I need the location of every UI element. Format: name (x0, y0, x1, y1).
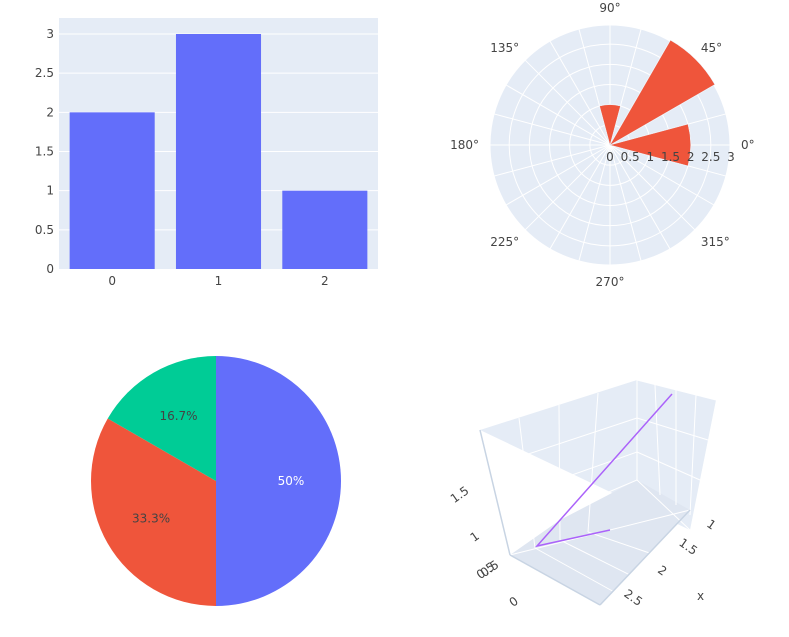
z-tick-label: 1.5 (448, 484, 472, 506)
scatter3d-line (534, 393, 673, 548)
bar-y-tick-labels: 0 0.5 1 1.5 2 2.5 3 (35, 27, 54, 276)
polar-angular-tick-label: 180° (450, 138, 479, 152)
bar-y-tick-label: 1.5 (35, 145, 54, 159)
polar-angular-gridline (609, 144, 696, 231)
polar-radial-tick-label: 2 (687, 150, 695, 164)
x-tick-label: 1 (704, 517, 718, 533)
polar-radial-tick-label: 2.5 (701, 150, 720, 164)
bar-x-tick-label: 0 (108, 274, 116, 288)
polar-angular-tick-label: 45° (701, 41, 722, 55)
bar-mark (175, 34, 262, 269)
pie-percent-labels: 50% 33.3% 16.7% (132, 409, 304, 525)
scatter3d-chart: 1.5 1 0.5 0.5 0 1 1.5 2 2.5 x (448, 379, 718, 610)
polar-angular-tick-labels: 0° 45° 90° 135° 180° 225° 270° 315° (450, 1, 755, 289)
polar-bar-chart: 0 0.5 1 1.5 2 2.5 3 0° 45° 90° 135° 180° 225° 270° 31… (450, 1, 755, 289)
polar-bar-marks (599, 39, 716, 167)
bar-y-tick-label: 2 (46, 105, 54, 119)
bar-mark (282, 190, 368, 269)
polar-angular-gridline (492, 113, 611, 146)
bar-y-tick-label: 2.5 (35, 66, 54, 80)
polar-outer-ring (487, 22, 733, 268)
bar-x-tick-label: 1 (215, 274, 223, 288)
polar-radial-tick-label: 3 (727, 150, 735, 164)
scene-y-tick-labels: 0.5 0 (478, 558, 521, 610)
y-tick-label: 0 (507, 594, 521, 610)
polar-bar-mark (599, 104, 621, 146)
bar-chart: 0 0.5 1 1.5 2 2.5 3 0 1 2 (35, 18, 378, 288)
pie-slice (216, 356, 341, 606)
polar-radial-tick-label: 1.5 (661, 150, 680, 164)
polar-angular-tick-label: 135° (490, 41, 519, 55)
polar-angular-tick-label: 315° (701, 235, 730, 249)
z-tick-label: 1 (468, 529, 482, 545)
bar-y-tick-label: 0.5 (35, 223, 54, 237)
bar-y-tick-label: 1 (46, 184, 54, 198)
polar-angular-gridline (549, 144, 611, 251)
polar-angular-gridline (578, 144, 611, 263)
pie-slices (91, 356, 341, 606)
polar-angular-gridline (609, 144, 716, 206)
x-axis-title: x (697, 589, 704, 603)
polar-angular-tick-label: 0° (741, 138, 755, 152)
bar-marks (69, 34, 368, 269)
bar-x-tick-labels: 0 1 2 (108, 274, 328, 288)
bar-x-tick-label: 2 (321, 274, 329, 288)
polar-radial-tick-label: 0.5 (621, 150, 640, 164)
polar-angular-gridline (492, 144, 611, 177)
polar-radial-tick-label: 0 (606, 150, 614, 164)
pie-slice (107, 356, 216, 481)
x-tick-label: 2.5 (621, 587, 645, 609)
scene-floor (510, 480, 690, 605)
polar-angular-gridline (504, 84, 611, 146)
polar-angular-gridline (524, 144, 611, 231)
scene-trace-line (534, 393, 673, 548)
polar-angular-tick-label: 225° (490, 235, 519, 249)
polar-angular-tick-label: 270° (596, 275, 625, 289)
pie-slice (91, 418, 216, 606)
scene-axis-lines (479, 429, 691, 606)
polar-radial-tick-label: 1 (647, 150, 655, 164)
x-tick-label: 2 (655, 563, 669, 579)
polar-bar-mark (609, 39, 716, 146)
pie-percent-label: 33.3% (132, 512, 170, 526)
polar-bar-mark (609, 123, 691, 167)
pie-percent-label: 16.7% (159, 409, 197, 423)
bar-y-tick-label: 3 (46, 27, 54, 41)
polar-angular-gridline (609, 144, 642, 263)
polar-angular-gridline (609, 144, 671, 251)
polar-angular-gridline (504, 144, 611, 206)
bar-y-tick-label: 0 (46, 262, 54, 276)
polar-radial-tick-labels: 0 0.5 1 1.5 2 2.5 3 (606, 150, 735, 164)
pie-percent-label: 50% (278, 474, 305, 488)
polar-angular-tick-label: 90° (599, 1, 620, 15)
polar-angular-gridline (524, 59, 611, 146)
pie-chart: 50% 33.3% 16.7% (91, 356, 341, 606)
x-tick-label: 1.5 (676, 536, 700, 558)
bar-mark (69, 112, 155, 269)
polar-angular-gridline (549, 39, 611, 146)
